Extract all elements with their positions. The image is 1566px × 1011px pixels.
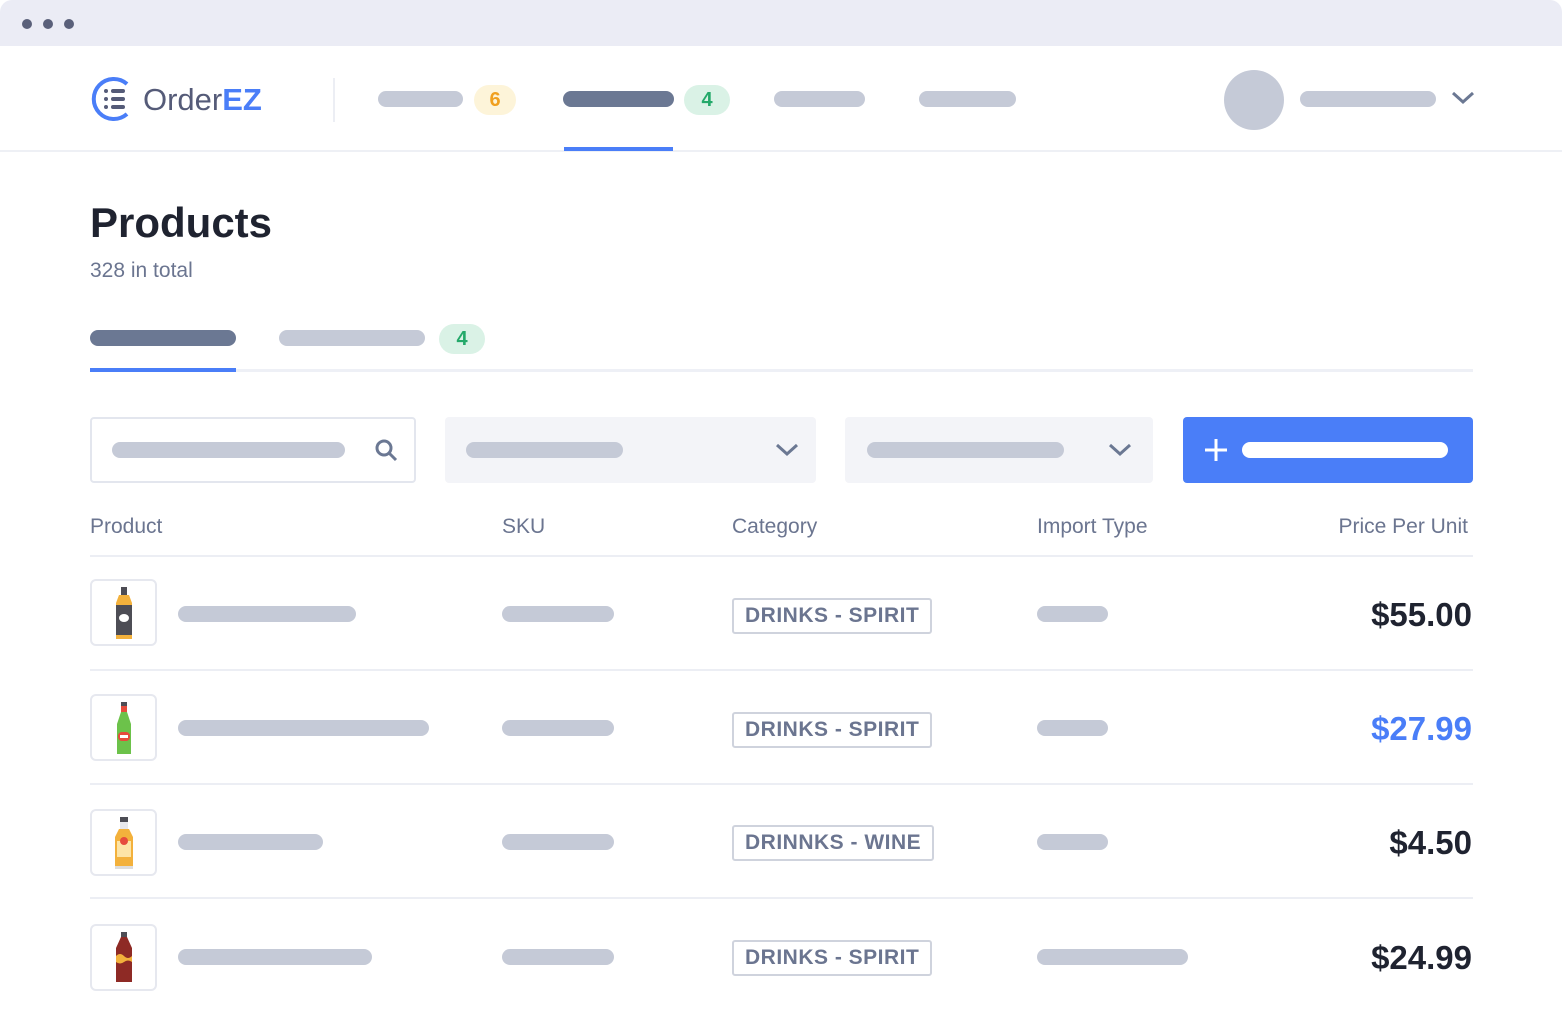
header-sku[interactable]: SKU	[502, 515, 546, 538]
divider	[90, 783, 1473, 785]
search-icon[interactable]	[373, 437, 399, 468]
divider	[90, 669, 1473, 671]
page-title: Products	[90, 199, 273, 246]
divider	[333, 78, 335, 122]
brand-logo[interactable]: OrderEZ	[143, 82, 262, 118]
chevron-down-icon[interactable]	[1451, 90, 1475, 111]
category-tag: DRINNKS - WINE	[732, 825, 935, 861]
active-tab-indicator	[90, 368, 236, 372]
import-type	[1037, 720, 1108, 736]
nav-tab-4[interactable]	[919, 91, 1016, 107]
chevron-down-icon[interactable]	[1108, 442, 1132, 463]
sku	[502, 834, 614, 850]
category-tag: DRINKS - SPIRIT	[732, 598, 933, 634]
brand-text-accent: EZ	[222, 82, 262, 117]
category-tag: DRINKS - SPIRIT	[732, 712, 933, 748]
import-type	[1037, 949, 1188, 965]
tab-all-products[interactable]	[90, 330, 236, 346]
chevron-down-icon[interactable]	[775, 442, 799, 463]
price: $27.99	[1371, 710, 1472, 747]
divider	[90, 897, 1473, 899]
product-name[interactable]	[178, 834, 323, 850]
nav-tab-3[interactable]	[774, 91, 865, 107]
sku	[502, 720, 614, 736]
sku	[502, 606, 614, 622]
whiskey-bottle-icon	[90, 579, 157, 646]
window-dot	[22, 19, 32, 29]
dropdown-value	[466, 442, 623, 458]
soda-bottle-icon	[90, 924, 157, 991]
brand-text: Order	[143, 82, 223, 117]
avatar[interactable]	[1224, 70, 1284, 130]
liquor-bottle-icon	[90, 809, 157, 876]
tab-badge: 4	[439, 324, 485, 354]
nav-badge: 6	[474, 85, 516, 115]
dropdown-value	[867, 442, 1064, 458]
window-dot	[64, 19, 74, 29]
header-import-type[interactable]: Import Type	[1037, 515, 1148, 538]
sku	[502, 949, 614, 965]
search-placeholder	[112, 442, 345, 458]
button-label	[1242, 442, 1448, 458]
price: $24.99	[1371, 939, 1472, 976]
search-input[interactable]	[90, 417, 416, 483]
window-dot	[43, 19, 53, 29]
divider	[90, 555, 1473, 557]
plus-icon	[1203, 437, 1229, 468]
import-type	[1037, 606, 1108, 622]
beer-bottle-icon	[90, 694, 157, 761]
price: $4.50	[1389, 824, 1472, 861]
tabs-divider	[90, 369, 1473, 372]
product-name[interactable]	[178, 720, 429, 736]
product-name[interactable]	[178, 606, 356, 622]
tab-second[interactable]	[279, 330, 425, 346]
nav-badge: 4	[684, 85, 730, 115]
header-price[interactable]: Price Per Unit	[1338, 515, 1468, 538]
window-titlebar	[0, 0, 1562, 46]
header-product[interactable]: Product	[90, 515, 163, 538]
nav-tab-2-active[interactable]	[563, 91, 674, 107]
active-tab-indicator	[564, 147, 673, 151]
top-nav	[0, 46, 1562, 152]
nav-tab-1[interactable]	[378, 91, 463, 107]
logo-icon	[89, 76, 135, 122]
price: $55.00	[1371, 596, 1472, 633]
product-count: 328 in total	[90, 259, 193, 282]
import-type	[1037, 834, 1108, 850]
category-tag: DRINKS - SPIRIT	[732, 940, 933, 976]
user-name[interactable]	[1300, 91, 1436, 107]
product-name[interactable]	[178, 949, 372, 965]
header-category[interactable]: Category	[732, 515, 818, 538]
